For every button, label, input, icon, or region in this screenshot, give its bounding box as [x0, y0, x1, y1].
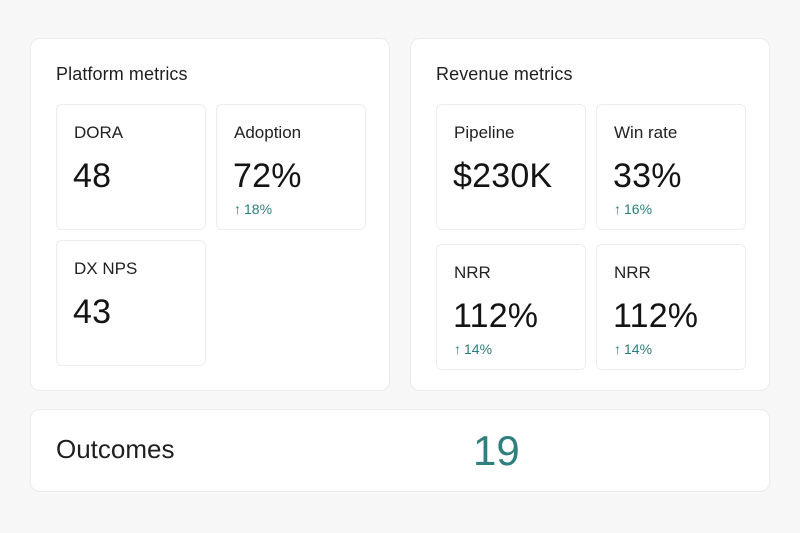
metric-label: Win rate — [614, 123, 678, 142]
metric-delta-value: 16% — [624, 201, 653, 217]
metric-card-nrr[interactable]: NRR 112% ↑ 14% — [436, 244, 586, 370]
metric-value: 48 — [73, 157, 112, 195]
metric-value: $230K — [453, 157, 553, 195]
metric-label: DX NPS — [74, 259, 138, 278]
metric-delta: ↑ 14% — [614, 341, 652, 357]
outcomes-panel[interactable]: Outcomes 19 — [30, 409, 770, 492]
arrow-up-icon: ↑ — [234, 201, 241, 217]
metric-delta-value: 14% — [624, 341, 653, 357]
metric-value: 112% — [613, 297, 699, 335]
metric-card-win-rate[interactable]: Win rate 33% ↑ 16% — [596, 104, 746, 230]
platform-metrics-title: Platform metrics — [56, 64, 188, 84]
outcomes-value: 19 — [473, 427, 520, 474]
metric-delta: ↑ 14% — [454, 341, 492, 357]
metric-card-dora[interactable]: DORA 48 — [56, 104, 206, 230]
metric-label: NRR — [614, 263, 651, 282]
metric-delta: ↑ 16% — [614, 201, 652, 217]
metric-card-adoption[interactable]: Adoption 72% ↑ 18% — [216, 104, 366, 230]
metric-card-pipeline[interactable]: Pipeline $230K — [436, 104, 586, 230]
revenue-metrics-title: Revenue metrics — [436, 64, 573, 84]
metric-card-nrr-2[interactable]: NRR 112% ↑ 14% — [596, 244, 746, 370]
arrow-up-icon: ↑ — [614, 201, 621, 217]
metric-value: 112% — [453, 297, 539, 335]
metric-value: 72% — [233, 157, 302, 195]
metric-label: Pipeline — [454, 123, 515, 142]
arrow-up-icon: ↑ — [614, 341, 621, 357]
arrow-up-icon: ↑ — [454, 341, 461, 357]
metric-card-dx-nps[interactable]: DX NPS 43 — [56, 240, 206, 366]
metric-label: Adoption — [234, 123, 302, 142]
metric-delta: ↑ 18% — [234, 201, 272, 217]
metric-label: DORA — [74, 123, 124, 142]
metric-value: 43 — [73, 293, 112, 331]
revenue-metrics-panel: Revenue metrics Pipeline $230K Win rate … — [410, 38, 770, 391]
metric-label: NRR — [454, 263, 491, 282]
metric-value: 33% — [613, 157, 682, 195]
metric-delta-value: 18% — [244, 201, 273, 217]
platform-metrics-panel: Platform metrics DORA 48 Adoption 72% ↑ 1… — [30, 38, 390, 391]
metric-delta-value: 14% — [464, 341, 493, 357]
outcomes-title: Outcomes — [56, 434, 175, 464]
